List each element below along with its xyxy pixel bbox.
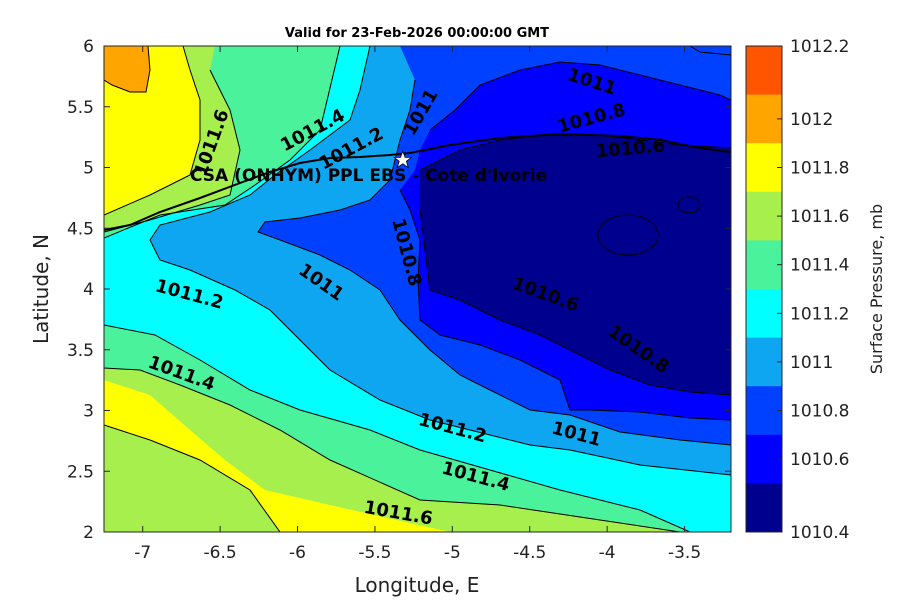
colorbar-swatch bbox=[746, 240, 782, 290]
colorbar-swatch bbox=[746, 94, 782, 144]
colorbar-tick-label: 1010.8 bbox=[790, 402, 849, 422]
x-tick-label: -4 bbox=[599, 543, 616, 563]
colorbar-swatch bbox=[746, 46, 782, 96]
contour-line-low-core bbox=[597, 214, 659, 256]
colorbar-tick-label: 1011.6 bbox=[790, 207, 849, 227]
y-axis-ticks: 6 5.5 5 4.5 4 3.5 3 2.5 2 bbox=[67, 37, 731, 543]
contour-line-1011 bbox=[257, 79, 731, 446]
contour-line-1011-6-south bbox=[104, 367, 681, 532]
contour-line-1011-8-south bbox=[104, 424, 281, 532]
colorbar-swatch bbox=[746, 191, 782, 241]
colorbar-tick-label: 1012 bbox=[790, 110, 833, 130]
y-tick-label: 4.5 bbox=[67, 219, 94, 239]
contour-line-1010-8 bbox=[429, 61, 731, 131]
colorbar-tick-label: 1011.4 bbox=[790, 256, 849, 276]
colorbar-tick-label: 1010.6 bbox=[790, 450, 849, 470]
contour-line-upper-right bbox=[689, 46, 731, 56]
contour-line-1011-4 bbox=[104, 46, 341, 239]
x-tick-label: -3.5 bbox=[668, 543, 701, 563]
colorbar-swatch bbox=[746, 386, 782, 436]
coastline bbox=[104, 132, 731, 231]
y-tick-label: 3.5 bbox=[67, 341, 94, 361]
site-star-icon[interactable] bbox=[393, 150, 413, 169]
x-axis-label: Longitude, E bbox=[355, 573, 480, 597]
contour-line-1011-8 bbox=[104, 46, 201, 216]
y-tick-label: 6 bbox=[83, 37, 94, 57]
site-label: CSA (ONHYM) PPL EBS - Cote d'Ivorie bbox=[190, 166, 547, 186]
chart-title: Valid for 23-Feb-2026 00:00:00 GMT bbox=[285, 26, 549, 41]
y-tick-label: 4 bbox=[83, 280, 94, 300]
colorbar-swatch bbox=[746, 434, 782, 484]
colorbar bbox=[746, 46, 782, 533]
x-tick-label: -5 bbox=[444, 543, 461, 563]
x-tick-label: -6 bbox=[289, 543, 306, 563]
colorbar-swatch bbox=[746, 143, 782, 193]
colorbar-frame bbox=[745, 45, 783, 533]
contour-line-1010-8-south bbox=[399, 189, 731, 421]
colorbar-swatch bbox=[746, 289, 782, 339]
y-axis-label: Latitude, N bbox=[29, 234, 53, 344]
y-tick-label: 2.5 bbox=[67, 462, 94, 482]
colorbar-tick-label: 1012.2 bbox=[790, 37, 849, 57]
band-1012 bbox=[104, 46, 150, 92]
colorbar-label: Surface Pressure, mb bbox=[867, 204, 886, 374]
x-tick-label: -5.5 bbox=[358, 543, 391, 563]
y-tick-label: 2 bbox=[83, 523, 94, 543]
colorbar-swatch bbox=[746, 483, 782, 533]
colorbar-tick-label: 1011.8 bbox=[790, 159, 849, 179]
contour-line-1011-4-south bbox=[104, 324, 691, 532]
y-tick-label: 3 bbox=[83, 402, 94, 422]
x-tick-label: -4.5 bbox=[513, 543, 546, 563]
colorbar-ticks: 1012.2 1012 1011.8 1011.6 1011.4 1011.2 1011 10… bbox=[777, 37, 849, 543]
colorbar-tick-label: 1010.4 bbox=[790, 523, 849, 543]
y-tick-label: 5 bbox=[83, 159, 94, 179]
band-1010-4 bbox=[420, 135, 731, 395]
contour-line-1012 bbox=[104, 46, 151, 93]
band-1011-6-sw bbox=[104, 425, 280, 532]
contour-line-1011-6 bbox=[104, 69, 241, 233]
contour-line-1010-6-south bbox=[419, 209, 731, 396]
x-tick-label: -6.5 bbox=[204, 543, 237, 563]
colorbar-tick-label: 1011.2 bbox=[790, 304, 849, 324]
colorbar-swatch bbox=[746, 337, 782, 387]
x-axis-ticks: -7 -6.5 -6 -5.5 -5 -4.5 -4 -3.5 bbox=[134, 46, 701, 563]
colorbar-tick-label: 1011 bbox=[790, 353, 833, 373]
y-tick-label: 5.5 bbox=[67, 98, 94, 118]
contour-line-low-small bbox=[677, 196, 701, 214]
contour-line-1011-2 bbox=[149, 46, 731, 476]
x-tick-label: -7 bbox=[134, 543, 151, 563]
contour-lines bbox=[104, 46, 731, 532]
